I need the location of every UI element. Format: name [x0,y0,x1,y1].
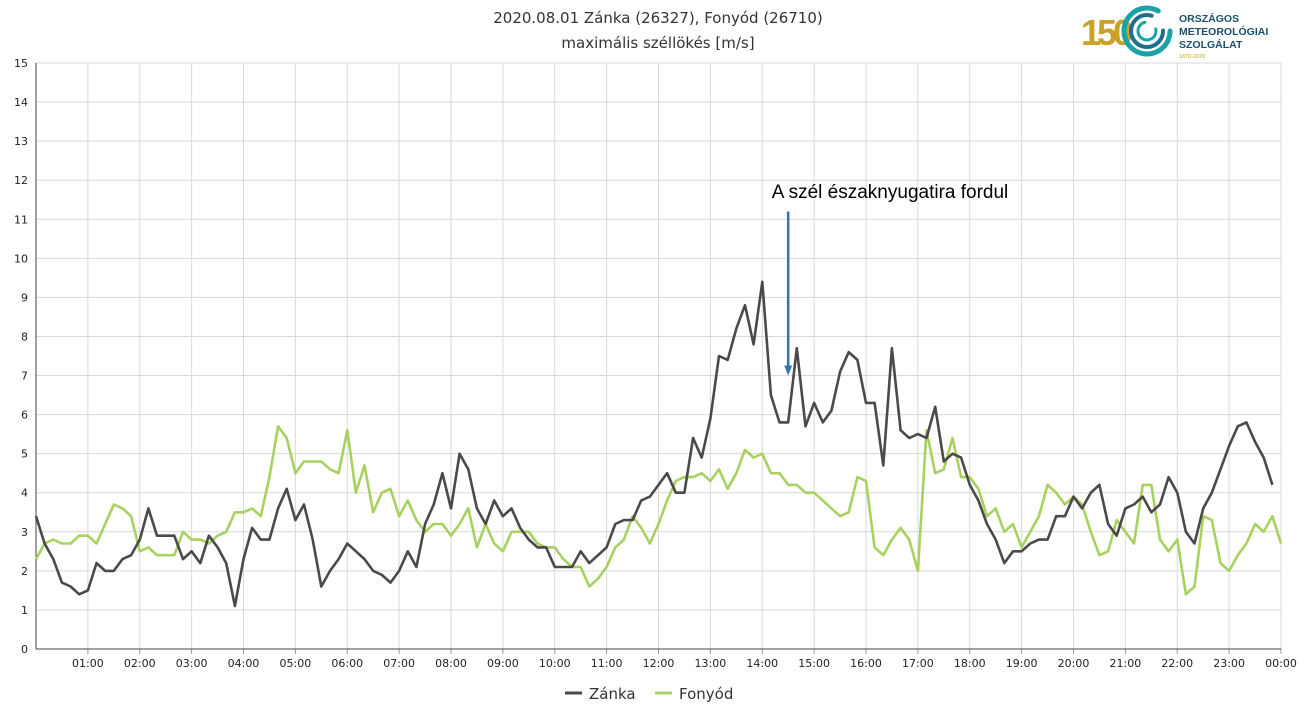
y-tick-label: 1 [21,604,28,617]
x-tick-label: 12:00 [643,657,675,670]
logo-swirl-icon [1121,5,1173,57]
omsz-logo: 150 ORSZÁGOS METEOROLÓGIAI SZOLGÁLAT 187… [1081,5,1268,60]
y-tick-label: 2 [21,565,28,578]
x-tick-label: 18:00 [954,657,986,670]
x-tick-label: 04:00 [228,657,260,670]
x-tick-label: 16:00 [850,657,882,670]
y-tick-label: 6 [21,409,28,422]
y-tick-label: 4 [21,487,28,500]
x-tick-label: 09:00 [487,657,519,670]
x-tick-label: 11:00 [591,657,623,670]
y-tick-label: 14 [14,96,28,109]
y-tick-label: 15 [14,57,28,70]
legend-label-zanka: Zánka [589,685,636,703]
logo-line3: SZOLGÁLAT [1179,38,1243,51]
x-tick-label: 05:00 [280,657,312,670]
logo-line1: ORSZÁGOS [1179,12,1239,25]
y-tick-label: 11 [14,213,28,226]
x-tick-label: 22:00 [1161,657,1193,670]
y-tick-label: 9 [21,291,28,304]
x-tick-label: 14:00 [746,657,778,670]
x-tick-label: 06:00 [331,657,363,670]
x-tick-label: 19:00 [1006,657,1038,670]
y-tick-label: 13 [14,135,28,148]
x-tick-label: 10:00 [539,657,571,670]
grid [36,62,1282,649]
x-tick-label: 15:00 [798,657,830,670]
y-tick-label: 8 [21,330,28,343]
y-tick-label: 7 [21,370,28,383]
x-tick-label: 00:00 [1265,657,1297,670]
chart-subtitle: maximális széllökés [m/s] [561,34,754,52]
legend: Zánka Fonyód [565,685,733,703]
x-tick-label: 07:00 [383,657,415,670]
y-tick-label: 5 [21,448,28,461]
legend-label-fonyod: Fonyód [679,685,733,703]
series-line-zanka [34,280,1274,608]
x-tick-label: 21:00 [1110,657,1142,670]
x-tick-label: 13:00 [695,657,727,670]
series [34,280,1283,608]
annotation-text: A szél északnyugatira fordul [772,182,1009,203]
y-tick-label: 3 [21,526,28,539]
logo-years: 1870-2020 [1179,54,1205,60]
chart-title: 2020.08.01 Zánka (26327), Fonyód (26710) [493,9,823,27]
annotation: A szél északnyugatira fordul [772,182,1009,376]
x-tick-label: 01:00 [72,657,104,670]
x-tick-label: 03:00 [176,657,208,670]
x-tick-label: 08:00 [435,657,467,670]
y-tick-label: 0 [21,643,28,656]
x-tick-label: 17:00 [902,657,934,670]
x-tick-label: 20:00 [1058,657,1090,670]
y-tick-label: 12 [14,174,28,187]
x-tick-label: 23:00 [1213,657,1245,670]
x-tick-label: 02:00 [124,657,156,670]
logo-line2: METEOROLÓGIAI [1179,25,1268,38]
y-tick-label: 10 [14,252,28,265]
annotation-arrow-head [784,365,793,376]
